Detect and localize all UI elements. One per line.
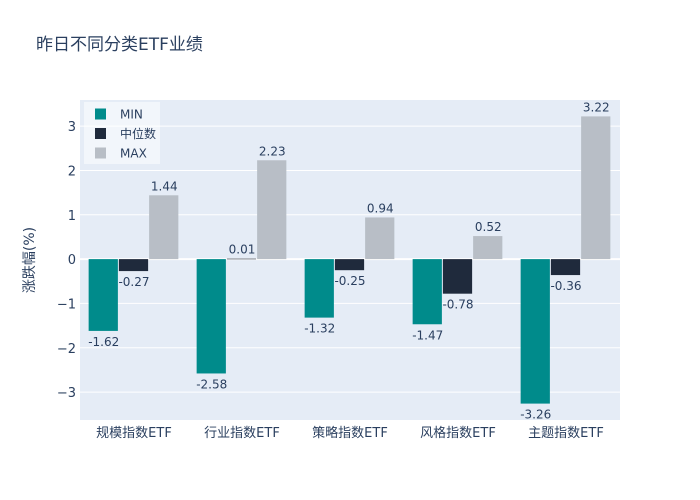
bar[interactable] <box>412 259 442 325</box>
bar-value-label: -0.36 <box>550 279 581 293</box>
bar[interactable] <box>442 259 473 294</box>
bar[interactable] <box>149 195 179 260</box>
bar-value-label: -1.32 <box>304 322 335 336</box>
y-axis-ticks: −3 −2 −1 0 1 2 3 <box>57 120 76 401</box>
bar-value-label: 2.23 <box>259 144 286 158</box>
bar[interactable] <box>304 259 334 318</box>
bar[interactable] <box>473 236 503 260</box>
bar-value-label: -1.47 <box>412 328 443 342</box>
bar[interactable] <box>365 217 395 260</box>
x-axis-ticks: 规模指数ETF 行业指数ETF 策略指数ETF 风格指数ETF 主题指数ETF <box>96 425 604 441</box>
data-labels: -1.62 -0.27 1.44 -2.58 0.01 2.23 -1.32 -0.25 0.9… <box>88 100 609 421</box>
y-tick-label: −1 <box>57 297 76 312</box>
bar-value-label: 0.94 <box>367 201 394 215</box>
legend-label[interactable]: MAX <box>120 147 147 161</box>
x-tick-label: 风格指数ETF <box>420 425 496 441</box>
bar[interactable] <box>581 116 611 260</box>
bars <box>88 116 611 404</box>
bar[interactable] <box>520 259 550 404</box>
bar[interactable] <box>550 259 581 276</box>
bar-value-label: 3.22 <box>583 100 610 114</box>
bar-value-label: -2.58 <box>196 377 227 391</box>
x-tick-label: 行业指数ETF <box>204 426 280 441</box>
legend-swatch[interactable] <box>95 147 106 159</box>
bar-value-label: 1.44 <box>151 179 178 193</box>
legend-swatch[interactable] <box>95 108 106 120</box>
y-axis-label: 涨跌幅(%) <box>22 227 38 293</box>
y-tick-label: −3 <box>57 386 76 401</box>
bar[interactable] <box>226 258 257 260</box>
bar-value-label: -0.25 <box>334 274 365 288</box>
bar-value-label: -3.26 <box>520 408 551 422</box>
x-tick-label: 策略指数ETF <box>312 425 388 441</box>
bar[interactable] <box>257 160 287 260</box>
bar-value-label: -0.78 <box>442 298 473 312</box>
legend-swatch[interactable] <box>95 128 106 139</box>
legend-label[interactable]: MIN <box>120 108 143 122</box>
bar-value-label: 0.52 <box>475 220 502 234</box>
y-tick-label: 0 <box>68 253 76 268</box>
legend[interactable]: MIN 中位数 MAX <box>84 102 160 164</box>
bar-value-label: 0.01 <box>229 243 256 257</box>
chart-title: 昨日不同分类ETF业绩 <box>36 35 203 55</box>
bar-value-label: -1.62 <box>88 335 119 349</box>
bar[interactable] <box>118 259 149 272</box>
y-tick-label: 1 <box>68 209 76 224</box>
x-tick-label: 规模指数ETF <box>96 426 172 441</box>
y-tick-label: 2 <box>68 164 76 179</box>
legend-label[interactable]: 中位数 <box>120 126 156 141</box>
bar-value-label: -0.27 <box>118 275 149 289</box>
y-tick-label: 3 <box>68 120 76 135</box>
y-tick-label: −2 <box>57 342 76 357</box>
bar[interactable] <box>88 259 118 331</box>
bar[interactable] <box>196 259 226 374</box>
bar[interactable] <box>334 259 365 271</box>
x-tick-label: 主题指数ETF <box>528 426 604 441</box>
